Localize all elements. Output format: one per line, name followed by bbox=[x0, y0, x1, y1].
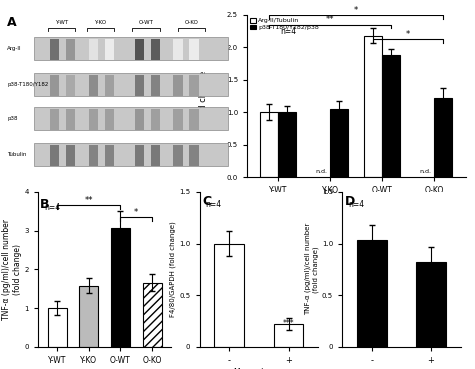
Bar bbox=[89, 75, 98, 96]
Text: C: C bbox=[202, 195, 211, 208]
Bar bbox=[50, 145, 59, 166]
Text: **: ** bbox=[326, 15, 334, 24]
Bar bbox=[190, 39, 199, 60]
Bar bbox=[260, 112, 278, 177]
Bar bbox=[382, 55, 400, 177]
Text: p38: p38 bbox=[7, 116, 18, 121]
Bar bbox=[330, 109, 349, 177]
Bar bbox=[105, 75, 114, 96]
Text: B: B bbox=[39, 198, 49, 211]
Text: ***: *** bbox=[283, 319, 294, 328]
Bar bbox=[66, 75, 76, 96]
Text: *: * bbox=[406, 30, 410, 39]
Bar bbox=[105, 39, 114, 60]
Bar bbox=[173, 75, 182, 96]
Bar bbox=[364, 35, 382, 177]
Text: O-WT: O-WT bbox=[139, 20, 153, 25]
Text: p38-T180/Y182: p38-T180/Y182 bbox=[7, 82, 48, 87]
Bar bbox=[190, 75, 199, 96]
Bar bbox=[135, 39, 144, 60]
Text: A: A bbox=[7, 16, 17, 30]
Bar bbox=[89, 39, 98, 60]
Bar bbox=[66, 145, 76, 166]
Bar bbox=[111, 228, 130, 347]
Text: n.d.: n.d. bbox=[315, 169, 327, 174]
Bar bbox=[66, 109, 76, 130]
Y-axis label: TNF-α (pg/ml)/cell number
(fold change): TNF-α (pg/ml)/cell number (fold change) bbox=[2, 219, 22, 320]
X-axis label: Macrophages
depletion: Macrophages depletion bbox=[233, 368, 285, 369]
Text: n=4: n=4 bbox=[280, 27, 296, 36]
Bar bbox=[278, 112, 296, 177]
Y-axis label: Fold change: Fold change bbox=[199, 70, 208, 121]
Bar bbox=[151, 145, 160, 166]
Bar bbox=[89, 109, 98, 130]
Text: Y-KO: Y-KO bbox=[95, 20, 106, 25]
Bar bbox=[135, 75, 144, 96]
Text: Y-WT: Y-WT bbox=[55, 20, 68, 25]
Bar bbox=[173, 109, 182, 130]
Bar bbox=[105, 109, 114, 130]
Text: Arg-II: Arg-II bbox=[7, 46, 22, 51]
Bar bbox=[66, 39, 76, 60]
Bar bbox=[173, 39, 182, 60]
Text: O-KO: O-KO bbox=[185, 20, 199, 25]
Bar bbox=[142, 283, 162, 347]
Text: n=4: n=4 bbox=[348, 200, 364, 208]
Bar bbox=[274, 324, 304, 347]
Text: n.d.: n.d. bbox=[419, 169, 431, 174]
Bar bbox=[79, 286, 98, 347]
Legend: Arg-II/Tubulin, p38-T180/Y182/p38: Arg-II/Tubulin, p38-T180/Y182/p38 bbox=[250, 18, 319, 30]
Bar bbox=[50, 109, 59, 130]
Text: **: ** bbox=[85, 196, 93, 205]
Bar bbox=[89, 145, 98, 166]
Bar bbox=[151, 109, 160, 130]
Bar bbox=[214, 244, 244, 347]
Y-axis label: F4/80/GAPDH (fold change): F4/80/GAPDH (fold change) bbox=[170, 221, 176, 317]
Bar bbox=[50, 75, 59, 96]
Bar bbox=[416, 262, 446, 347]
Bar bbox=[173, 145, 182, 166]
Bar bbox=[190, 145, 199, 166]
Bar bbox=[151, 39, 160, 60]
Text: n=4: n=4 bbox=[205, 200, 221, 208]
Text: *: * bbox=[134, 208, 138, 217]
Bar bbox=[48, 308, 66, 347]
Text: Tubulin: Tubulin bbox=[7, 152, 27, 157]
Bar bbox=[357, 241, 387, 347]
Y-axis label: TNF-α (pg/ml)/cell number
(fold change): TNF-α (pg/ml)/cell number (fold change) bbox=[305, 223, 319, 315]
Bar bbox=[434, 98, 453, 177]
Bar bbox=[50, 39, 59, 60]
Bar bbox=[105, 145, 114, 166]
Bar bbox=[151, 75, 160, 96]
Bar bbox=[135, 145, 144, 166]
Bar bbox=[135, 109, 144, 130]
Bar bbox=[190, 109, 199, 130]
Text: n=4: n=4 bbox=[45, 203, 61, 213]
Text: *: * bbox=[354, 6, 358, 15]
Text: D: D bbox=[345, 195, 355, 208]
